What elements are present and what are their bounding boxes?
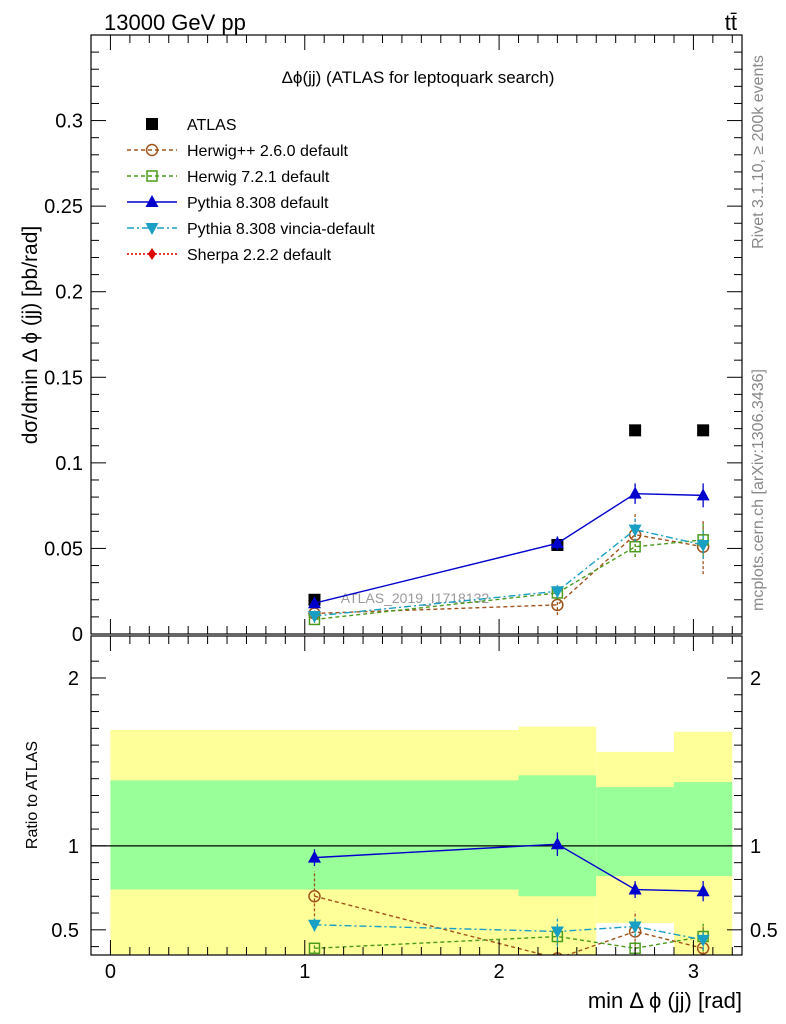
ratio-series-pythia-8-308-default xyxy=(307,832,710,902)
data-point xyxy=(696,488,710,501)
watermark-label: ATLAS_2019_I1718132 xyxy=(341,590,490,606)
series-line xyxy=(314,539,704,621)
data-point xyxy=(629,540,641,553)
data-point xyxy=(628,921,642,934)
data-point xyxy=(308,889,321,903)
series-line xyxy=(314,924,704,941)
data-point xyxy=(308,942,321,955)
ratio-panel: 0.5 0.5 1 1 2 2 0 1 2 3 Ratio to ATLAS min Δ ϕ (j… xyxy=(24,635,778,1013)
legend-label: ATLAS xyxy=(187,117,237,134)
main-series-atlas xyxy=(308,424,710,606)
data-point xyxy=(629,424,642,437)
y-tick-label: 0.5 xyxy=(51,920,79,942)
legend-item-pythia-8-308-default: Pythia 8.308 default xyxy=(127,195,329,212)
legend-label: Sherpa 2.2.2 default xyxy=(187,247,332,264)
data-point xyxy=(696,884,710,897)
legend-item-herwig-2-6-0-default: Herwig++ 2.6.0 default xyxy=(127,143,349,160)
uncertainty-band-green xyxy=(110,780,519,890)
legend-marker xyxy=(146,118,158,130)
legend-marker xyxy=(148,248,156,260)
x-tick-label: 1 xyxy=(299,961,310,983)
y-tick-label: 0.15 xyxy=(44,367,83,389)
process-label: tt̄ xyxy=(725,10,737,35)
x-tick-label: 2 xyxy=(494,961,505,983)
uncertainty-band-green xyxy=(673,782,733,877)
legend-label: Pythia 8.308 default xyxy=(187,195,329,212)
y-tick-label: 0.25 xyxy=(44,196,83,218)
ratio-series-pythia-8-308-vincia-default xyxy=(307,916,710,950)
y-tick-label: 0 xyxy=(72,624,83,646)
uncertainty-band-green xyxy=(596,787,674,877)
x-axis-label: min Δ ϕ (jj) [rad] xyxy=(588,988,742,1013)
rivet-version-label: Rivet 3.1.10, ≥ 200k events xyxy=(750,55,767,249)
y-tick-label: 1 xyxy=(68,836,79,858)
y-tick-label-right: 0.5 xyxy=(750,920,778,942)
y-tick-label: 0.3 xyxy=(55,111,83,133)
data-point xyxy=(307,919,321,932)
legend-marker xyxy=(145,143,159,157)
main-series-herwig-7-2-1-default xyxy=(308,522,709,626)
legend-label: Pythia 8.308 vincia-default xyxy=(187,221,375,238)
series-line xyxy=(314,528,704,617)
data-point xyxy=(550,536,564,549)
data-point xyxy=(628,882,642,895)
y-tick-label-right: 1 xyxy=(750,836,761,858)
legend-item-atlas: ATLAS xyxy=(146,117,237,134)
main-panel: ATLAS_2019_I1718132 0 0.05 0.1 0.15 0.2 0.25 0… xyxy=(19,34,743,646)
legend-marker xyxy=(145,195,159,207)
main-series-pythia-8-308-default xyxy=(307,483,710,609)
series-line xyxy=(314,895,704,955)
y-tick-label: 0.05 xyxy=(44,538,83,560)
data-point xyxy=(696,934,710,947)
data-point xyxy=(697,424,710,437)
legend-item-pythia-8-308-vincia-default: Pythia 8.308 vincia-default xyxy=(127,221,375,238)
legend-label: Herwig++ 2.6.0 default xyxy=(187,143,349,160)
energy-label: 13000 GeV pp xyxy=(104,10,246,35)
main-title: Δϕ(jj) (ATLAS for leptoquark search) xyxy=(282,68,555,87)
ratio-y-axis-label: Ratio to ATLAS xyxy=(24,741,41,849)
y-tick-label: 0.2 xyxy=(55,282,83,304)
data-point xyxy=(550,926,564,939)
x-tick-label: 3 xyxy=(688,961,699,983)
legend: ATLAS Herwig++ 2.6.0 default Herwig 7.2.1 … xyxy=(127,117,375,264)
data-point xyxy=(307,611,321,624)
legend-marker xyxy=(145,223,159,235)
legend-item-herwig-7-2-1-default: Herwig 7.2.1 default xyxy=(127,169,330,186)
mcplots-label: mcplots.cern.ch [arXiv:1306.3436] xyxy=(750,369,767,611)
series-line xyxy=(314,935,704,949)
main-frame xyxy=(90,34,743,635)
y-tick-label: 2 xyxy=(68,668,79,690)
y-tick-label: 0.1 xyxy=(55,453,83,475)
data-point xyxy=(628,524,642,537)
data-point xyxy=(550,586,564,599)
series-line xyxy=(314,843,704,892)
legend-marker xyxy=(146,170,158,182)
series-line xyxy=(314,492,704,604)
data-point xyxy=(550,837,564,850)
y-tick-label-right: 2 xyxy=(750,668,761,690)
main-series-pythia-8-308-vincia-default xyxy=(307,517,710,624)
legend-label: Herwig 7.2.1 default xyxy=(187,169,330,186)
data-point xyxy=(307,850,321,863)
data-point xyxy=(628,486,642,499)
legend-item-sherpa-2-2-2-default: Sherpa 2.2.2 default xyxy=(127,247,332,264)
x-tick-label: 0 xyxy=(105,961,116,983)
data-point xyxy=(696,540,710,553)
data-point xyxy=(307,596,321,609)
main-y-axis-label: dσ/dmin Δ ϕ (jj) [pb/rad] xyxy=(19,226,42,445)
